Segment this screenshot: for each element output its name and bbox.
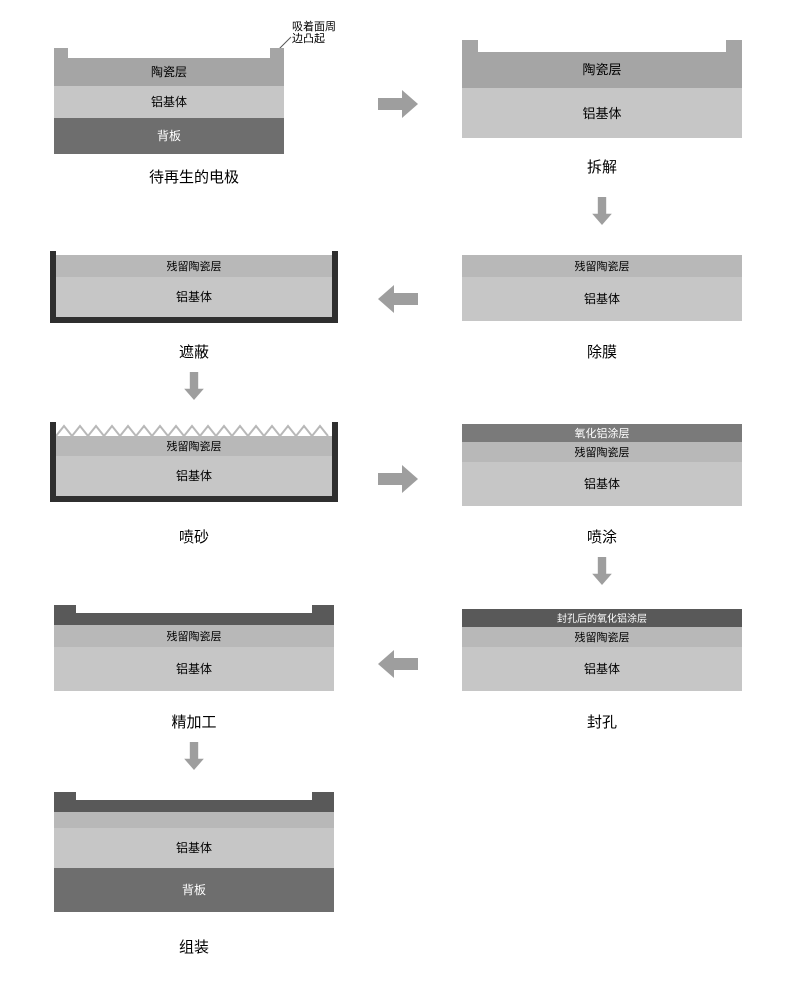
process-flow-diagram: 吸着面周 边凸起 陶瓷层 铝基体 背板 待再生的电极 陶瓷层 [20, 20, 776, 957]
al-label: 铝基体 [176, 840, 212, 855]
step-4: 残留陶瓷层 铝基体 遮蔽 [20, 235, 368, 362]
step-1-svg: 吸着面周 边凸起 陶瓷层 铝基体 背板 [44, 20, 344, 160]
mask-left [50, 422, 56, 500]
step-4-caption: 遮蔽 [179, 341, 209, 362]
residual-label: 残留陶瓷层 [575, 259, 630, 273]
al-label: 铝基体 [582, 106, 621, 121]
mask-bottom [50, 496, 338, 502]
step-1: 吸着面周 边凸起 陶瓷层 铝基体 背板 待再生的电极 [20, 20, 368, 187]
step-9-caption: 组装 [179, 936, 209, 957]
arrow-4-5 [20, 372, 368, 400]
step-7-caption: 封孔 [587, 711, 617, 732]
arrow-3-4 [368, 285, 428, 313]
back-label: 背板 [182, 883, 206, 897]
arrow-6-7 [428, 557, 776, 585]
coating-label: 氧化铝涂层 [575, 426, 630, 440]
ceramic-layer: 陶瓷层 [54, 48, 284, 86]
ceramic-label: 陶瓷层 [582, 62, 621, 77]
annotation-line1: 吸着面周 [292, 20, 336, 33]
mask-bottom [50, 317, 338, 323]
al-label: 铝基体 [151, 94, 187, 109]
residual-label: 残留陶瓷层 [167, 629, 222, 643]
step-6-svg: 氧化铝涂层 残留陶瓷层 铝基体 [452, 410, 752, 520]
residual-label: 残留陶瓷层 [575, 630, 630, 644]
al-label: 铝基体 [176, 661, 212, 676]
arrow-7-8 [368, 650, 428, 678]
al-label: 铝基体 [584, 291, 620, 306]
step-3-caption: 除膜 [587, 341, 617, 362]
step-9-svg: 铝基体 背板 [44, 780, 344, 930]
mask-left [50, 251, 56, 321]
residual-label: 残留陶瓷层 [167, 259, 222, 273]
back-label: 背板 [157, 129, 181, 143]
al-label: 铝基体 [584, 476, 620, 491]
mask-right [332, 422, 338, 500]
step-6-caption: 喷涂 [587, 526, 617, 547]
arrow-2-3 [428, 197, 776, 225]
step-9: 铝基体 背板 组装 [20, 780, 368, 957]
step-8: 残留陶瓷层 铝基体 精加工 [20, 595, 368, 732]
ceramic-label: 陶瓷层 [151, 64, 187, 79]
step-7: 封孔后的氧化铝涂层 残留陶瓷层 铝基体 封孔 [428, 595, 776, 732]
step-3-svg: 残留陶瓷层 铝基体 [452, 235, 752, 335]
step-5: 残留陶瓷层 铝基体 喷砂 [20, 410, 368, 547]
step-4-svg: 残留陶瓷层 铝基体 [44, 235, 344, 335]
al-label: 铝基体 [584, 661, 620, 676]
step-1-caption: 待再生的电极 [149, 166, 239, 187]
arrow-1-2 [368, 90, 428, 118]
sealed-label: 封孔后的氧化铝涂层 [557, 612, 647, 625]
step-5-svg: 残留陶瓷层 铝基体 [44, 410, 344, 520]
step-2-caption: 拆解 [587, 156, 617, 177]
step-8-caption: 精加工 [171, 711, 216, 732]
residual-label: 残留陶瓷层 [575, 445, 630, 459]
residual-layer [54, 812, 334, 828]
ceramic-layer: 陶瓷层 [462, 40, 742, 88]
annotation-line2: 边凸起 [292, 32, 325, 45]
step-2-svg: 陶瓷层 铝基体 [452, 30, 752, 150]
step-8-svg: 残留陶瓷层 铝基体 [44, 595, 344, 705]
step-5-caption: 喷砂 [179, 526, 209, 547]
serrated-surface [56, 426, 328, 436]
arrow-5-6 [368, 465, 428, 493]
step-6: 氧化铝涂层 残留陶瓷层 铝基体 喷涂 [428, 410, 776, 547]
top-layer [54, 800, 334, 812]
al-label: 铝基体 [176, 468, 212, 483]
top-notch-r [312, 605, 334, 613]
step-3: 残留陶瓷层 铝基体 除膜 [428, 235, 776, 362]
step-7-svg: 封孔后的氧化铝涂层 残留陶瓷层 铝基体 [452, 595, 752, 705]
top-notch-l [54, 605, 76, 613]
arrow-8-9 [20, 742, 368, 770]
al-label: 铝基体 [176, 289, 212, 304]
mask-right [332, 251, 338, 321]
residual-label: 残留陶瓷层 [167, 439, 222, 453]
step-2: 陶瓷层 铝基体 拆解 [428, 30, 776, 177]
top-layer [54, 613, 334, 625]
